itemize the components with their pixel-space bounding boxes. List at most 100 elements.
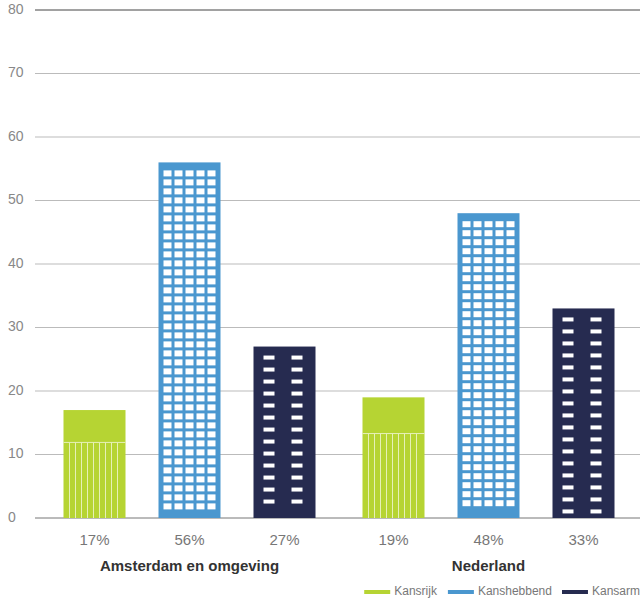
window [208, 287, 216, 293]
window [197, 431, 205, 437]
window [507, 446, 515, 452]
y-tick-label: 80 [8, 1, 24, 17]
window [164, 233, 172, 239]
window [496, 320, 504, 326]
facade-line [87, 442, 88, 518]
window [474, 383, 482, 389]
window [175, 494, 183, 500]
window [474, 464, 482, 470]
window [474, 482, 482, 488]
window [474, 329, 482, 335]
window [507, 437, 515, 443]
window [197, 305, 205, 311]
facade-line [416, 434, 417, 518]
window [463, 419, 471, 425]
window [175, 296, 183, 302]
building [458, 213, 520, 518]
window [463, 302, 471, 308]
window [175, 449, 183, 455]
window [507, 338, 515, 344]
window [208, 269, 216, 275]
window [507, 374, 515, 380]
grid-line [35, 327, 640, 328]
window [496, 338, 504, 344]
window [208, 359, 216, 365]
window [186, 485, 194, 491]
window [496, 383, 504, 389]
window [197, 485, 205, 491]
window [496, 473, 504, 479]
window [563, 449, 574, 453]
window [474, 365, 482, 371]
window [507, 464, 515, 470]
data-label: 56% [174, 531, 204, 548]
window [164, 287, 172, 293]
window [208, 332, 216, 338]
window [485, 473, 493, 479]
window [208, 215, 216, 221]
window [496, 230, 504, 236]
window [208, 494, 216, 500]
window [208, 179, 216, 185]
window [591, 461, 602, 465]
window [563, 425, 574, 429]
legend-label: Kansrijk [394, 584, 438, 598]
window [591, 509, 602, 513]
window [496, 455, 504, 461]
window [591, 473, 602, 477]
bar [64, 410, 126, 518]
window [164, 485, 172, 491]
window [463, 230, 471, 236]
window [507, 383, 515, 389]
window [208, 341, 216, 347]
window [496, 365, 504, 371]
window [463, 473, 471, 479]
window [175, 404, 183, 410]
window [292, 500, 303, 504]
window [164, 422, 172, 428]
y-tick-label: 20 [8, 382, 24, 398]
window [186, 458, 194, 464]
window [264, 488, 275, 492]
window [186, 494, 194, 500]
window [175, 377, 183, 383]
window [485, 356, 493, 362]
window [164, 467, 172, 473]
window [496, 293, 504, 299]
window [485, 383, 493, 389]
window [474, 239, 482, 245]
window [186, 431, 194, 437]
window [591, 413, 602, 417]
window [485, 482, 493, 488]
window [175, 287, 183, 293]
window [208, 476, 216, 482]
window [175, 314, 183, 320]
window [496, 428, 504, 434]
window [264, 440, 275, 444]
window [463, 284, 471, 290]
window [507, 419, 515, 425]
window [208, 188, 216, 194]
window [496, 356, 504, 362]
window [563, 413, 574, 417]
facade-line [374, 434, 375, 518]
window [175, 215, 183, 221]
window [496, 239, 504, 245]
window [264, 476, 275, 480]
window [463, 293, 471, 299]
window [175, 341, 183, 347]
window [175, 431, 183, 437]
category-label: Amsterdam en omgeving [100, 557, 279, 574]
window [197, 404, 205, 410]
window [485, 401, 493, 407]
window [175, 368, 183, 374]
window [507, 428, 515, 434]
window [197, 377, 205, 383]
window [264, 356, 275, 360]
window [197, 215, 205, 221]
window [208, 314, 216, 320]
window [197, 368, 205, 374]
window [197, 170, 205, 176]
building [159, 162, 221, 518]
window [485, 491, 493, 497]
